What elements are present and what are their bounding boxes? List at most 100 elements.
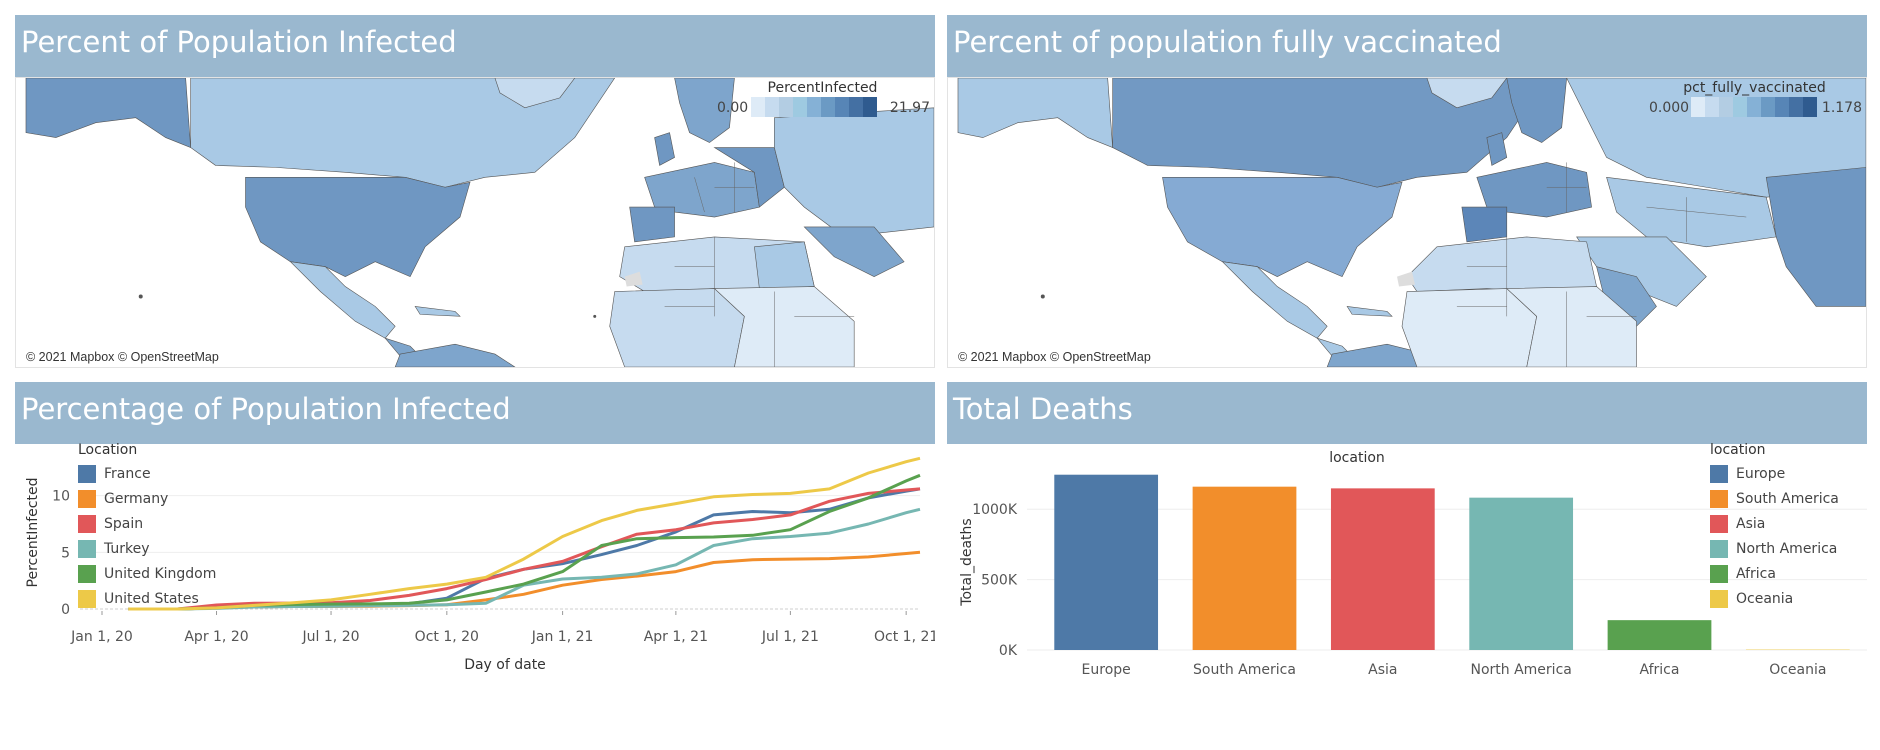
bar-category-label: Africa [1640, 662, 1680, 678]
bar-y-tick-label: 1000K [972, 502, 1018, 518]
map-region-uk [654, 132, 675, 166]
legend-label: Asia [1736, 515, 1766, 532]
line-x-tick-label: Apr 1, 20 [184, 629, 248, 645]
map-region-usa [1162, 177, 1403, 278]
legend-item-germany[interactable]: Germany [78, 486, 216, 511]
bar-asia[interactable] [1330, 488, 1435, 650]
bar-europe[interactable] [1054, 474, 1159, 650]
bar-category-label: South America [1193, 662, 1296, 678]
vaccinated-map-title: Percent of population fully vaccinated [953, 25, 1502, 59]
bar-africa[interactable] [1607, 620, 1712, 650]
line-x-tick-label: Apr 1, 21 [644, 629, 708, 645]
line-x-tick-label: Jan 1, 21 [531, 629, 594, 645]
vaccinated-map-canvas[interactable] [948, 78, 1866, 367]
infected-legend-title: PercentInfected [767, 80, 878, 96]
legend-swatch [78, 589, 96, 608]
legend-swatch [1710, 539, 1728, 558]
legend-label: North America [1736, 540, 1838, 557]
infected-line-chart[interactable]: 0 5 10 Jan 1, 20 Apr 1, 20 Jul 1, 20 Oct 1, 20… [15, 442, 935, 736]
deaths-bar-legend-title: location [1710, 442, 1766, 458]
legend-swatch [78, 464, 96, 483]
series-line-france[interactable] [128, 487, 921, 611]
map-region-alaska [957, 78, 1113, 148]
map-region-alaska [25, 78, 191, 148]
legend-item-united-kingdom[interactable]: United Kingdom [78, 561, 216, 586]
legend-swatch [1710, 564, 1728, 583]
vaccinated-legend-title: pct_fully_vaccinated [1683, 80, 1826, 96]
map-region-caribbean [414, 306, 461, 317]
deaths-bar-header: Total Deaths [947, 382, 1867, 444]
infected-line-legend: Location France Germany Spain Turkey United … [78, 442, 216, 611]
bar-south-america[interactable] [1192, 486, 1297, 650]
infected-legend-max: 21.97 [889, 100, 930, 116]
vaccinated-map-attribution[interactable]: © 2021 Mapbox © OpenStreetMap [956, 350, 1153, 364]
legend-item-south-america[interactable]: South America [1710, 486, 1839, 511]
legend-swatch [78, 539, 96, 558]
vaccinated-map-header: Percent of population fully vaccinated [947, 15, 1867, 77]
legend-item-turkey[interactable]: Turkey [78, 536, 216, 561]
map-region-mexico [1221, 261, 1328, 339]
map-region-mexico [289, 261, 396, 339]
vaccinated-legend-min: 0.000 [1649, 100, 1690, 116]
infected-line-title: Percentage of Population Infected [21, 392, 511, 426]
bar-y-tick-label: 500K [981, 573, 1018, 589]
legend-label: Germany [104, 490, 169, 507]
infected-line-legend-title: Location [78, 442, 138, 458]
legend-item-united-states[interactable]: United States [78, 586, 216, 611]
deaths-bar-title: Total Deaths [953, 392, 1133, 426]
deaths-bar-legend: location Europe South America Asia North Am… [1710, 442, 1839, 611]
infected-map-canvas[interactable] [16, 78, 934, 367]
bar-y-axis-title: Total_deaths [959, 518, 975, 606]
infected-map-title: Percent of Population Infected [21, 25, 457, 59]
legend-swatch [1710, 589, 1728, 608]
line-y-tick-label: 10 [52, 489, 70, 505]
legend-label: United States [104, 590, 199, 607]
legend-item-france[interactable]: France [78, 461, 216, 486]
legend-item-europe[interactable]: Europe [1710, 461, 1839, 486]
series-line-turkey[interactable] [128, 507, 921, 611]
bar-y-tick-label: 0K [999, 643, 1018, 659]
bar-category-label: North America [1470, 662, 1571, 678]
legend-item-oceania[interactable]: Oceania [1710, 586, 1839, 611]
vaccinated-map[interactable]: pct_fully_vaccinated 0.000 1.178 © 2021 … [947, 77, 1867, 368]
line-x-axis-title: Day of date [464, 657, 546, 673]
series-line-spain[interactable] [128, 487, 921, 611]
map-region-usa [245, 177, 471, 278]
legend-label: United Kingdom [104, 565, 217, 582]
line-y-axis-title: PercentInfected [25, 478, 41, 588]
map-region-caribbean [1346, 306, 1393, 317]
legend-label: Africa [1736, 565, 1776, 582]
legend-swatch [78, 489, 96, 508]
legend-label: Turkey [104, 540, 150, 557]
map-region-eastern-europe [774, 107, 934, 238]
legend-item-north-america[interactable]: North America [1710, 536, 1839, 561]
map-region-greenland [494, 78, 576, 109]
map-region-east-africa [713, 286, 855, 367]
deaths-bar-chart[interactable]: location 0K 500K 1000K Total_deaths Europe Sou… [947, 442, 1867, 736]
legend-item-asia[interactable]: Asia [1710, 511, 1839, 536]
infected-map-legend: PercentInfected 0.00 21.97 [715, 80, 930, 128]
bar-x-header-label: location [1329, 450, 1385, 466]
bar-category-label: Asia [1368, 662, 1397, 678]
legend-item-spain[interactable]: Spain [78, 511, 216, 536]
infected-map-attribution[interactable]: © 2021 Mapbox © OpenStreetMap [24, 350, 221, 364]
legend-swatch [1710, 464, 1728, 483]
legend-label: South America [1736, 490, 1839, 507]
line-x-tick-label: Jul 1, 20 [302, 629, 360, 645]
bar-category-label: Europe [1082, 662, 1131, 678]
legend-item-africa[interactable]: Africa [1710, 561, 1839, 586]
map-region-china [1765, 167, 1866, 307]
series-line-germany[interactable] [128, 550, 921, 611]
bar-north-america[interactable] [1469, 497, 1574, 650]
infected-line-svg[interactable]: 0 5 10 Jan 1, 20 Apr 1, 20 Jul 1, 20 Oct 1, 20… [15, 444, 935, 736]
series-line-united-states[interactable] [128, 456, 921, 611]
map-region-middle-east [803, 226, 905, 277]
legend-label: Spain [104, 515, 144, 532]
map-region-scandinavia [674, 78, 735, 143]
infected-legend-min: 0.00 [717, 100, 749, 116]
map-region-central-europe [713, 147, 785, 208]
map-region-central-asia [1606, 176, 1777, 248]
infected-map[interactable]: PercentInfected 0.00 21.97 © 2021 Mapbox… [15, 77, 935, 368]
line-x-tick-label: Jul 1, 21 [761, 629, 819, 645]
